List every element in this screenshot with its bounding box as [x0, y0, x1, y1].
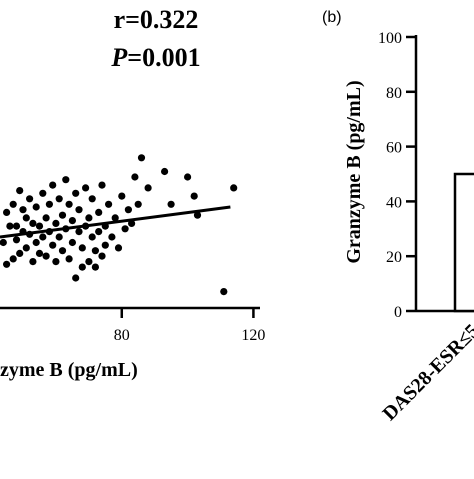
- scatter-point: [68, 238, 76, 247]
- x-tick-label: 80: [114, 327, 130, 344]
- scatter-point: [49, 241, 57, 249]
- scatter-point: [22, 244, 30, 252]
- scatter-point: [39, 233, 47, 241]
- scatter-point: [111, 214, 119, 222]
- scatter-point: [190, 192, 198, 200]
- scatter-point: [35, 249, 44, 257]
- bars: [453, 172, 474, 313]
- scatter-point: [62, 176, 70, 184]
- scatter-point: [95, 228, 103, 236]
- y-tick-label: 100: [378, 30, 402, 47]
- scatter-point: [32, 203, 40, 211]
- scatter-point: [184, 173, 192, 181]
- scatter-point: [19, 206, 27, 214]
- scatter-point: [167, 200, 175, 208]
- scatter-point: [75, 228, 83, 236]
- scatter-point: [82, 184, 90, 192]
- scatter-point: [98, 252, 106, 260]
- scatter-point: [12, 222, 21, 230]
- scatter-point: [52, 219, 60, 227]
- scatter-point: [55, 233, 63, 241]
- scatter-point: [137, 154, 146, 162]
- scatter-point: [58, 211, 67, 219]
- scatter-point: [65, 200, 73, 208]
- scatter-point: [35, 222, 44, 230]
- scatter-point: [105, 200, 113, 208]
- scatter-point: [9, 255, 17, 263]
- scatter-point: [58, 247, 67, 255]
- scatter-point: [161, 167, 169, 176]
- bar-y-ticks: 0 20 40 60 80 100: [378, 30, 416, 321]
- scatter-point: [52, 258, 60, 266]
- scatter-point: [3, 208, 11, 216]
- scatter-point: [42, 252, 50, 260]
- scatter-point: [42, 214, 50, 222]
- scatter-point: [85, 258, 93, 266]
- scatter-x-axis-label: zyme B (pg/mL): [0, 359, 138, 381]
- scatter-point: [75, 206, 83, 214]
- scatter-point: [39, 189, 47, 197]
- scatter-point: [101, 241, 109, 249]
- scatter-point: [3, 260, 11, 268]
- bar: [453, 172, 474, 313]
- scatter-point: [114, 244, 123, 252]
- scatter-point: [78, 263, 86, 271]
- scatter-point: [29, 258, 37, 266]
- scatter-point: [65, 255, 73, 263]
- scatter-point: [6, 222, 14, 230]
- scatter-point: [220, 288, 228, 296]
- scatter-point: [55, 195, 63, 203]
- bar-category-label: DAS28-ESR≤5: [378, 320, 474, 425]
- p-symbol: P: [110, 43, 128, 72]
- scatter-point: [108, 233, 116, 241]
- scatter-x-ticks: 80 120: [114, 308, 265, 344]
- scatter-point: [230, 184, 238, 192]
- scatter-point: [88, 233, 96, 241]
- y-tick-label: 20: [386, 249, 402, 266]
- scatter-point: [134, 200, 142, 208]
- scatter-point: [72, 274, 80, 282]
- scatter-point: [124, 206, 132, 214]
- trend-line: [0, 205, 231, 239]
- scatter-point: [88, 195, 96, 203]
- y-tick-label: 80: [386, 85, 402, 102]
- scatter-point: [91, 247, 99, 255]
- scatter-point: [118, 192, 126, 200]
- scatter-point: [49, 181, 57, 189]
- y-tick-label: 60: [386, 140, 402, 157]
- scatter-point: [22, 214, 30, 222]
- scatter-point: [26, 195, 34, 203]
- bar-y-axis-label: Granzyme B (pg/mL): [343, 80, 365, 263]
- scatter-point: [45, 200, 54, 208]
- y-tick-label: 40: [386, 194, 402, 211]
- scatter-points: [0, 154, 238, 296]
- scatter-point: [121, 225, 129, 233]
- scatter-point: [12, 236, 21, 244]
- scatter-point: [193, 211, 202, 219]
- correlation-r-text: r=0.322: [114, 5, 199, 34]
- scatter-point: [29, 219, 37, 227]
- scatter-point: [95, 208, 103, 216]
- x-tick-label: 120: [241, 327, 265, 344]
- p-number: =0.001: [127, 43, 200, 72]
- scatter-point: [131, 173, 139, 181]
- panel-b-label: (b): [322, 9, 342, 26]
- y-tick-label: 0: [394, 304, 402, 321]
- scatter-point: [144, 184, 152, 192]
- scatter-point: [68, 217, 76, 225]
- scatter-point: [32, 238, 40, 247]
- scatter-point: [16, 249, 24, 257]
- scatter-point: [16, 187, 24, 195]
- scatter-point: [98, 181, 106, 189]
- scatter-point: [72, 189, 80, 197]
- scatter-point: [9, 200, 17, 208]
- scatter-point: [91, 263, 99, 271]
- scatter-point: [0, 238, 7, 247]
- scatter-point: [85, 214, 93, 222]
- p-value-text: P=0.001: [110, 43, 200, 72]
- scatter-point: [78, 244, 86, 252]
